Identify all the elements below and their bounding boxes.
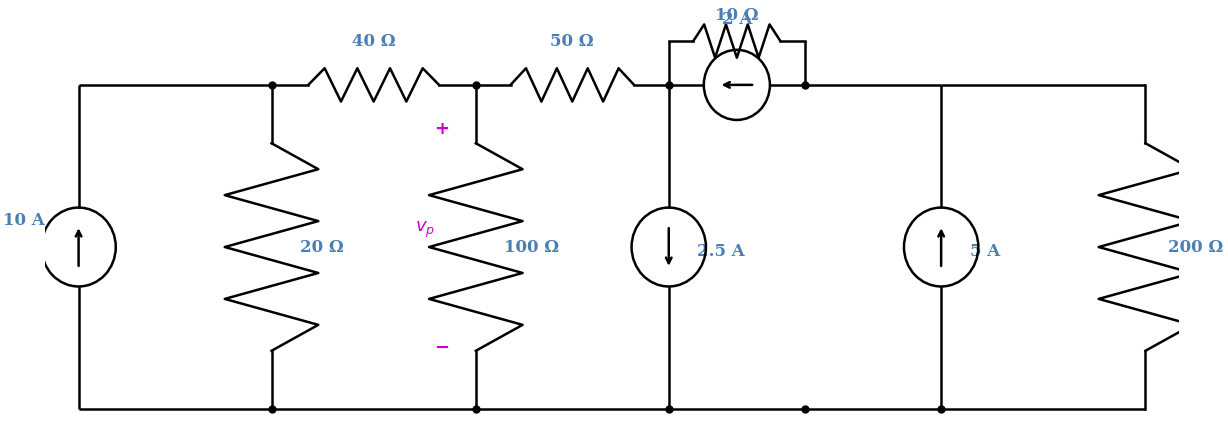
Text: 50 Ω: 50 Ω (550, 33, 594, 50)
Text: 2.5 A: 2.5 A (698, 243, 745, 260)
Text: 5 A: 5 A (970, 243, 1000, 260)
Text: 20 Ω: 20 Ω (300, 239, 344, 256)
Text: 100 Ω: 100 Ω (505, 239, 559, 256)
Text: +: + (435, 120, 449, 138)
Text: 10 A: 10 A (2, 212, 44, 229)
Text: 10 Ω: 10 Ω (715, 7, 759, 24)
Text: 40 Ω: 40 Ω (352, 33, 395, 50)
Text: 200 Ω: 200 Ω (1168, 239, 1223, 256)
Text: $v_p$: $v_p$ (415, 219, 435, 240)
Text: 2 A: 2 A (722, 11, 752, 28)
Text: −: − (435, 339, 449, 357)
